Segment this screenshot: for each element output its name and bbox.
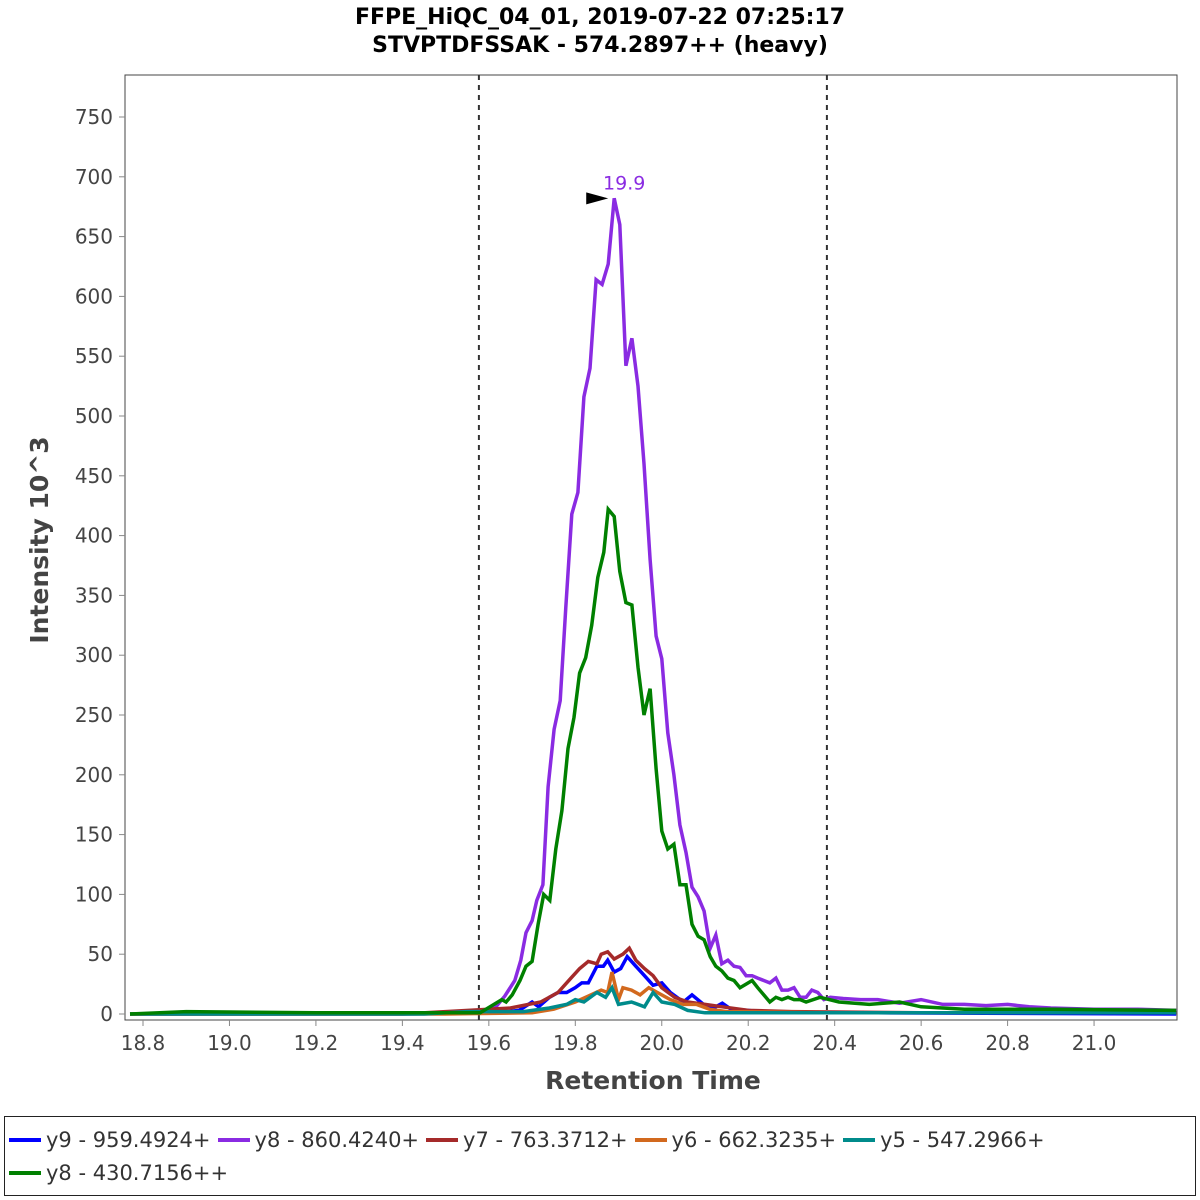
y-tick-label: 400 [75,524,113,548]
y-tick-label: 450 [75,464,113,488]
y-tick-label: 50 [88,942,113,966]
legend-swatch [217,1137,250,1142]
x-tick-label: 20.8 [985,1031,1030,1055]
legend-swatch [9,1170,41,1175]
y-axis-label: Intensity 10^3 [25,436,54,643]
series-line-6 [129,504,1177,1016]
y-tick-label: 300 [75,643,113,667]
legend-label: y7 - 763.3712+ [463,1127,628,1152]
x-tick-label: 20.0 [639,1031,684,1055]
chromatogram-chart: FFPE_HiQC_04_01, 2019-07-22 07:25:17 STV… [25,5,1178,1095]
chart-title-line-1: FFPE_HiQC_04_01, 2019-07-22 07:25:17 [355,5,845,30]
y-tick-label: 650 [75,225,113,249]
peak-annotation-label: 19.9 [603,172,645,194]
legend: y9 - 959.4924+ y8 - 860.4240+ y7 - 763.371… [4,1116,1196,1196]
x-axis-label: Retention Time [545,1066,761,1095]
x-tick-label: 20.4 [812,1031,857,1055]
x-tick-label: 19.2 [294,1031,339,1055]
x-tick-label: 20.6 [899,1031,944,1055]
y-tick-label: 150 [75,823,113,847]
x-tick-label: 20.2 [726,1031,771,1055]
y-tick-label: 500 [75,404,113,428]
legend-label: y8 - 430.7156++ [46,1160,229,1185]
legend-swatch [9,1137,41,1142]
y-tick-label: 200 [75,763,113,787]
series-line-2 [129,197,1177,1016]
x-tick-label: 19.4 [380,1031,425,1055]
legend-label: y6 - 662.3235+ [671,1127,837,1152]
legend-item: y8 - 860.4240+ [217,1123,420,1156]
legend-item: y8 - 430.7156++ [9,1156,228,1189]
y-tick-label: 350 [75,583,113,607]
y-tick-label: 100 [75,882,113,906]
legend-label: y8 - 860.4240+ [254,1127,420,1152]
x-tick-label: 19.0 [207,1031,252,1055]
legend-label: y9 - 959.4924+ [46,1127,211,1152]
legend-swatch [426,1137,459,1142]
x-tick-label: 18.8 [121,1031,166,1055]
peak-arrow-icon [586,192,609,205]
y-tick-label: 750 [75,105,113,129]
legend-label: y5 - 547.2966+ [880,1127,1045,1152]
legend-item: y6 - 662.3235+ [634,1123,837,1156]
legend-swatch [843,1137,876,1142]
y-tick-label: 700 [75,165,113,189]
y-tick-label: 0 [100,1002,113,1026]
y-tick-label: 550 [75,344,113,368]
legend-item: y9 - 959.4924+ [9,1123,211,1156]
x-tick-label: 19.8 [553,1031,598,1055]
x-tick-label: 21.0 [1072,1031,1117,1055]
chart-title-line-2: STVPTDFSSAK - 574.2897++ (heavy) [372,33,828,58]
series-line-3 [130,945,1177,1016]
series-line-5 [130,983,1177,1016]
y-tick-label: 600 [75,284,113,308]
legend-item: y5 - 547.2966+ [843,1123,1045,1156]
y-tick-label: 250 [75,703,113,727]
x-tick-label: 19.6 [467,1031,512,1055]
legend-swatch [634,1137,667,1142]
legend-item: y7 - 763.3712+ [426,1123,628,1156]
